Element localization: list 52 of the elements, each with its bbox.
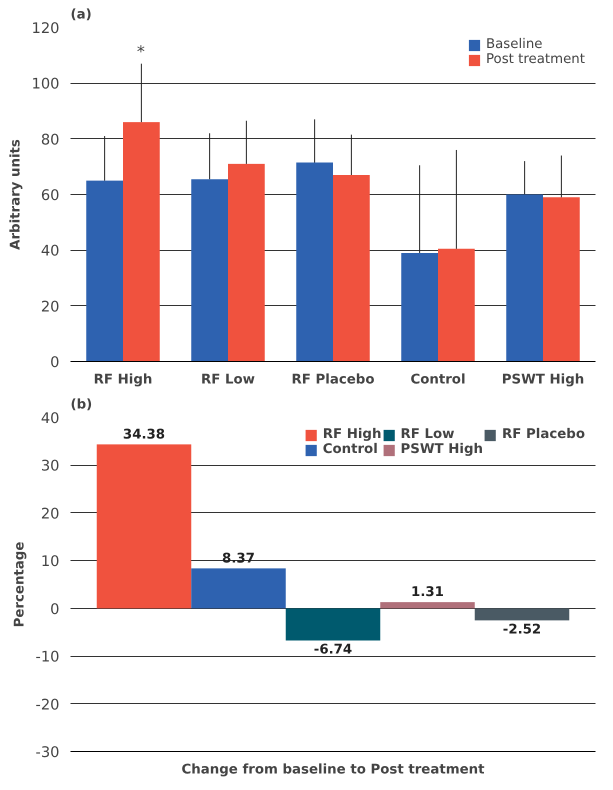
y-tick-label: 40 bbox=[40, 242, 60, 260]
legend-label: Post treatment bbox=[486, 52, 585, 67]
y-tick-label: -20 bbox=[36, 696, 60, 714]
bar bbox=[286, 608, 380, 641]
legend-label: Baseline bbox=[486, 37, 543, 52]
chart-title: (b) bbox=[70, 398, 92, 412]
bar bbox=[191, 179, 228, 362]
y-tick-label: -30 bbox=[36, 744, 60, 761]
y-tick-label: 100 bbox=[32, 76, 60, 93]
y-tick-label: 20 bbox=[40, 298, 60, 316]
bar bbox=[191, 568, 286, 608]
bar bbox=[123, 122, 160, 362]
bar bbox=[333, 175, 370, 362]
legend-label: RF Placebo bbox=[502, 427, 585, 442]
x-tick-label: PSWT High bbox=[502, 372, 584, 388]
y-axis-title: Arbitrary units bbox=[8, 139, 24, 250]
y-tick-label: 20 bbox=[40, 505, 60, 522]
y-tick-label: 0 bbox=[50, 600, 60, 618]
x-axis-title: Change from baseline to Post treatment bbox=[181, 762, 486, 778]
data-label: 34.38 bbox=[122, 427, 166, 442]
y-tick-label: 30 bbox=[40, 458, 60, 475]
y-tick-label: 0 bbox=[50, 354, 60, 371]
bar bbox=[380, 602, 475, 608]
legend-label: RF Low bbox=[400, 427, 454, 442]
y-tick-label: 10 bbox=[40, 553, 60, 570]
x-tick-label: Control bbox=[410, 372, 466, 388]
y-tick-label: 120 bbox=[32, 20, 60, 37]
y-axis-title: Percentage bbox=[12, 542, 28, 628]
bar bbox=[543, 197, 580, 362]
data-label: -2.52 bbox=[502, 622, 542, 638]
annotation: * bbox=[136, 42, 145, 61]
x-tick-label: RF High bbox=[94, 372, 152, 388]
bar bbox=[86, 180, 123, 362]
y-tick-label: 80 bbox=[40, 131, 60, 148]
legend-label: RF High bbox=[322, 427, 382, 442]
y-tick-label: -10 bbox=[36, 648, 60, 666]
bar bbox=[506, 194, 543, 362]
bar bbox=[296, 162, 333, 362]
bar bbox=[228, 164, 265, 362]
bar bbox=[401, 252, 438, 362]
x-tick-label: RF Placebo bbox=[292, 372, 374, 388]
bar bbox=[96, 444, 192, 608]
y-tick-label: 40 bbox=[40, 410, 60, 427]
legend-label: PSWT High bbox=[400, 442, 484, 457]
x-tick-label: RF Low bbox=[201, 372, 255, 388]
legend-label: Control bbox=[322, 442, 378, 457]
chart-title: (a) bbox=[70, 8, 92, 22]
bar bbox=[474, 608, 570, 620]
bar bbox=[438, 248, 475, 362]
data-label: 1.31 bbox=[411, 585, 444, 600]
data-label: -6.74 bbox=[314, 642, 352, 658]
y-tick-label: 60 bbox=[40, 187, 60, 204]
